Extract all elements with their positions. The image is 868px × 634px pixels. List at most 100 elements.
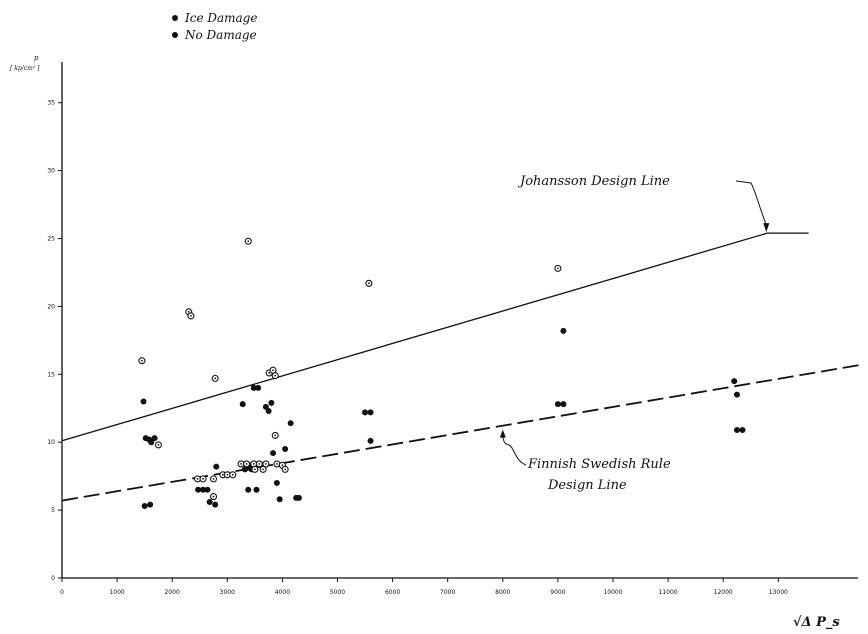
y-tick-label: 15: [47, 371, 55, 378]
legend: Ice Damage No Damage: [172, 11, 257, 42]
x-tick-label: 8000: [495, 589, 510, 596]
johansson-design-line: [61, 232, 809, 442]
x-tick-label: 3000: [220, 589, 235, 596]
point-no-damage-center: [274, 434, 277, 437]
x-tick-label: 9000: [550, 589, 565, 596]
y-ticks: 0 5 10 15 20 25 30 35: [47, 100, 62, 582]
point-no-damage-center: [240, 463, 242, 465]
point-no-damage-center: [368, 282, 370, 285]
y-tick-label: 0: [51, 575, 55, 582]
point-no-damage-center: [212, 495, 215, 498]
point-ice-damage: [367, 437, 374, 444]
point-no-damage-center: [245, 463, 248, 465]
point-no-damage-center: [284, 468, 287, 471]
y-axis-label: p: [34, 54, 39, 62]
point-ice-damage: [253, 486, 260, 493]
point-no-damage-center: [247, 240, 250, 243]
point-ice-damage: [148, 439, 155, 446]
point-no-damage-center: [281, 464, 284, 467]
point-no-damage-center: [157, 444, 160, 446]
point-ice-damage: [268, 399, 275, 406]
legend-label-no-damage: No Damage: [184, 28, 257, 42]
point-ice-damage: [731, 378, 738, 385]
point-no-damage-center: [221, 473, 224, 476]
legend-label-ice-damage: Ice Damage: [184, 11, 257, 25]
point-ice-damage: [200, 486, 207, 493]
point-no-damage-center: [187, 310, 190, 313]
y-tick-label: 30: [47, 168, 55, 175]
y-tick-label: 20: [47, 303, 55, 310]
point-ice-damage: [560, 401, 567, 408]
point-ice-damage: [212, 501, 219, 508]
point-no-damage-center: [226, 473, 229, 476]
point-ice-damage: [554, 401, 561, 408]
y-tick-label: 25: [47, 236, 55, 243]
y-axis-unit: [ kp/cm² ]: [10, 65, 40, 72]
x-tick-label: 11000: [659, 589, 678, 596]
point-no-damage-center: [231, 473, 234, 476]
point-ice-damage: [239, 401, 246, 408]
x-tick-label: 13000: [769, 589, 788, 596]
legend-marker-ice-damage: [172, 15, 178, 21]
point-ice-damage: [245, 486, 252, 493]
point-ice-damage: [213, 463, 220, 470]
point-ice-damage: [204, 486, 211, 493]
annotation-finnish-swedish-line1: Finnish Swedish Rule: [527, 457, 671, 472]
point-ice-damage: [265, 407, 272, 414]
point-ice-damage: [295, 494, 302, 501]
design-lines: [61, 232, 862, 502]
point-ice-damage: [255, 384, 262, 391]
x-axis-label: √Δ P_s: [793, 615, 840, 630]
point-ice-damage: [287, 420, 294, 427]
point-ice-damage: [367, 409, 374, 416]
annotation-arrowhead-johansson: [763, 223, 770, 233]
annotation-finnish-swedish-line2: Design Line: [547, 478, 627, 493]
point-no-damage-center: [212, 477, 215, 480]
point-ice-damage: [362, 409, 369, 416]
x-tick-label: 10000: [603, 589, 622, 596]
point-no-damage-center: [214, 377, 217, 380]
point-no-damage-center: [274, 374, 277, 377]
point-ice-damage: [270, 450, 277, 457]
x-tick-label: 2000: [165, 589, 180, 596]
point-ice-damage: [273, 479, 280, 486]
legend-marker-no-damage: [172, 32, 178, 38]
point-no-damage-center: [264, 463, 267, 465]
point-no-damage-center: [557, 267, 559, 270]
x-tick-label: 0: [60, 589, 64, 596]
x-tick-label: 5000: [330, 589, 345, 596]
point-ice-damage: [206, 498, 213, 505]
point-ice-damage: [276, 496, 283, 503]
point-ice-damage: [282, 445, 289, 452]
annotation-arrow-johansson: [735, 180, 767, 226]
point-ice-damage: [560, 327, 567, 334]
x-tick-label: 7000: [440, 589, 455, 596]
point-ice-damage: [195, 486, 202, 493]
x-tick-label: 1000: [109, 589, 124, 596]
x-tick-label: 12000: [714, 589, 733, 596]
data-points: [138, 237, 746, 510]
point-no-damage-center: [275, 463, 278, 465]
y-tick-label: 35: [47, 100, 55, 107]
point-no-damage-center: [272, 369, 274, 372]
point-no-damage-center: [262, 468, 265, 471]
point-no-damage-center: [190, 315, 192, 317]
point-no-damage-center: [268, 372, 271, 374]
point-ice-damage: [733, 426, 740, 433]
point-ice-damage: [147, 501, 154, 508]
point-no-damage-center: [140, 359, 143, 362]
x-tick-label: 4000: [275, 589, 290, 596]
y-tick-label: 10: [47, 439, 55, 446]
annotation-arrow-finnish-swedish: [502, 436, 527, 466]
x-ticks: 0 1000 2000 3000 4000 5000 6000 7000 8000 9000 100…: [60, 578, 788, 596]
point-ice-damage: [250, 384, 257, 391]
y-tick-label: 5: [51, 507, 55, 514]
annotation-johansson: Johansson Design Line: [517, 174, 670, 189]
annotations: Johansson Design Line Finnish Swedish Ru…: [499, 174, 770, 493]
x-tick-label: 6000: [385, 589, 400, 596]
point-ice-damage: [151, 435, 158, 442]
point-no-damage-center: [253, 468, 256, 471]
point-ice-damage: [739, 426, 746, 433]
point-ice-damage: [140, 398, 147, 405]
